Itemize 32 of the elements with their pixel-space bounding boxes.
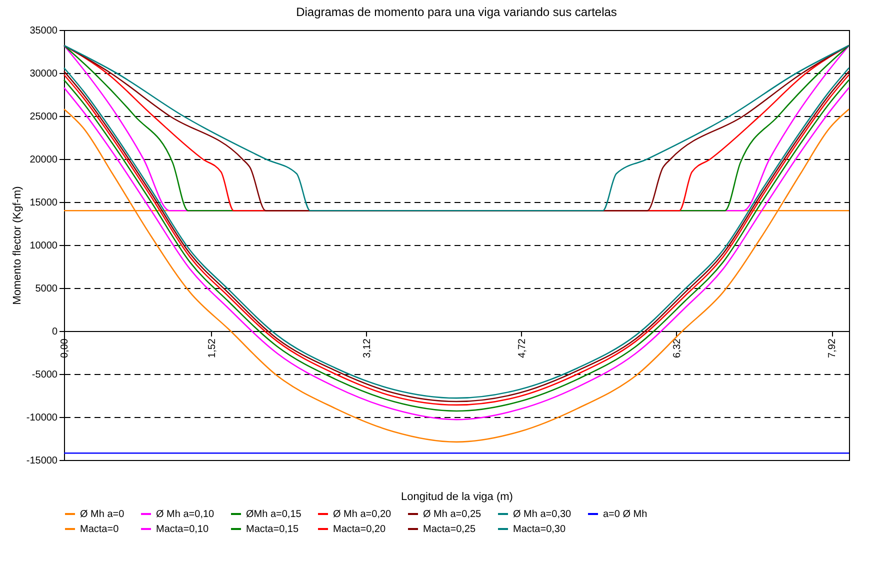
y-tick-label: 30000	[30, 68, 58, 80]
y-tick-label: 35000	[30, 26, 58, 36]
legend-label: a=0 Ø Mh	[603, 509, 648, 520]
y-tick-label: -15000	[26, 456, 58, 466]
chart-title: Diagramas de momento para una viga variando sus cartelas	[296, 5, 617, 19]
y-tick-label: 5000	[35, 284, 58, 294]
x-tick-label: 3,12	[362, 338, 373, 358]
legend-label: Macta=0,25	[423, 524, 476, 535]
legend-label: Ø Mh a=0,10	[156, 509, 215, 520]
legend-label: ØMh a=0,15	[246, 509, 302, 520]
y-tick-label: 15000	[30, 198, 58, 208]
legend-label: Ø Mh a=0	[80, 509, 125, 520]
y-tick-label: 20000	[30, 154, 58, 166]
legend-label: Ø Mh a=0,30	[513, 509, 572, 520]
legend-label: Macta=0,20	[333, 524, 386, 535]
legend-label: Macta=0	[80, 524, 120, 535]
legend-label: Ø Mh a=0,20	[333, 509, 392, 520]
y-tick-label: 10000	[30, 240, 58, 252]
x-tick-label: 6,32	[672, 338, 683, 358]
y-axis-title: Momento flector (Kgf-m)	[11, 186, 24, 305]
y-tick-label: 0	[52, 326, 58, 338]
x-tick-label: 1,52	[206, 338, 218, 358]
x-axis-title: Longitud de la viga (m)	[401, 490, 513, 503]
y-tick-label: -10000	[26, 412, 58, 424]
legend-label: Macta=0,10	[156, 524, 209, 535]
x-tick-label: 7,92	[827, 338, 838, 358]
legend-label: Macta=0,15	[246, 524, 299, 535]
y-tick-label: 25000	[30, 112, 58, 122]
legend-label: Macta=0,30	[513, 524, 566, 535]
legend-label: Ø Mh a=0,25	[423, 509, 482, 520]
y-tick-label: -5000	[32, 370, 58, 380]
x-tick-label: 4,72	[516, 338, 528, 358]
